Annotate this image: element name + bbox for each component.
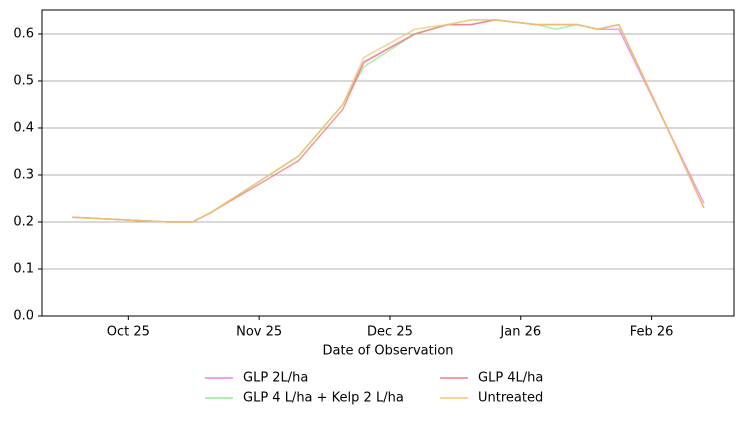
series-line bbox=[72, 19, 705, 223]
legend-label: GLP 2L/ha bbox=[243, 371, 308, 386]
y-tick-label: 0.2 bbox=[13, 214, 34, 229]
plot-frame bbox=[41, 9, 735, 317]
x-axis-label: Date of Observation bbox=[322, 344, 453, 359]
y-tick-label: 0.0 bbox=[13, 309, 34, 324]
legend-label: GLP 4 L/ha + Kelp 2 L/ha bbox=[243, 391, 404, 406]
y-tick-label: 0.3 bbox=[13, 167, 34, 182]
y-tick-label: 0.4 bbox=[13, 120, 34, 135]
y-tick-label: 0.6 bbox=[13, 26, 34, 41]
legend-label: Untreated bbox=[478, 391, 543, 406]
x-tick-label: Feb 26 bbox=[630, 325, 674, 340]
legend-label: GLP 4L/ha bbox=[478, 371, 543, 386]
y-tick-label: 0.1 bbox=[13, 261, 34, 276]
y-tick-label: 0.5 bbox=[13, 73, 34, 88]
x-tick-label: Nov 25 bbox=[236, 325, 282, 340]
x-tick-label: Oct 25 bbox=[107, 325, 150, 340]
x-tick-label: Jan 26 bbox=[499, 325, 541, 340]
x-tick-label: Dec 25 bbox=[367, 325, 413, 340]
